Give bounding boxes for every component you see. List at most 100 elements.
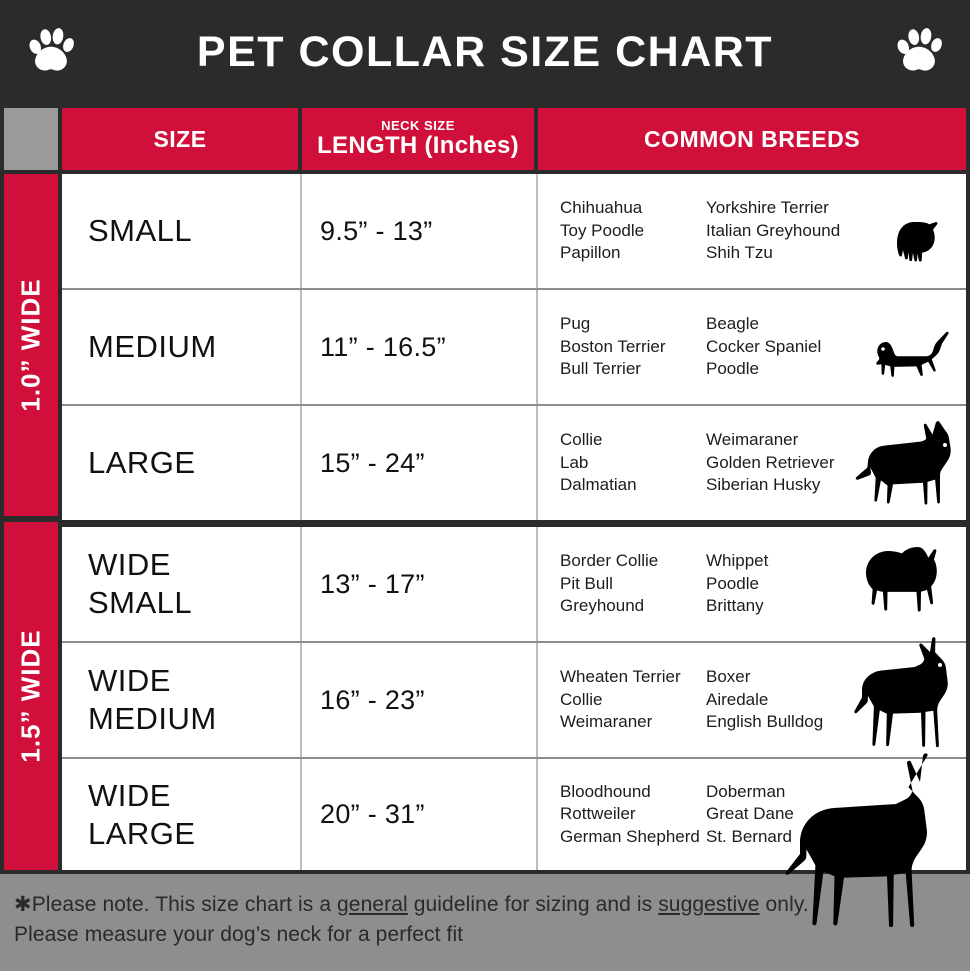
cell-length: 13” - 17” xyxy=(320,568,425,599)
column-divider xyxy=(536,290,538,404)
breed-list-column-1: Pug Boston Terrier Bull Terrier xyxy=(560,313,706,380)
breed-item: Whippet xyxy=(706,551,769,571)
breed-item: Airedale xyxy=(706,689,769,709)
page-title: PET COLLAR SIZE CHART xyxy=(196,27,774,76)
group-divider xyxy=(62,520,966,527)
row-divider xyxy=(62,288,966,290)
breed-item: Chihuahua xyxy=(560,198,643,218)
size-label-line2: MEDIUM xyxy=(88,701,217,736)
table-body: SMALL 9.5” - 13” Chihuahua Toy Poodle Pa… xyxy=(62,174,966,870)
breed-list-column-2: Whippet Poodle Brittany xyxy=(706,550,866,617)
breed-list-column-2: Doberman Great Dane St. Bernard xyxy=(706,781,866,848)
table-row[interactable]: LARGE 15” - 24” Collie Lab Dalmatian Wei… xyxy=(62,406,966,520)
breed-item: Rottweiler xyxy=(560,804,636,824)
cell-breeds: Chihuahua Toy Poodle Papillon Yorkshire … xyxy=(538,174,966,288)
size-label: WIDE xyxy=(88,547,171,583)
breed-item: Cocker Spaniel xyxy=(706,336,822,356)
table-row[interactable]: SMALL 9.5” - 13” Chihuahua Toy Poodle Pa… xyxy=(62,174,966,288)
breed-item: Bull Terrier xyxy=(560,359,641,379)
breed-list-column-1: Wheaten Terrier Collie Weimaraner xyxy=(560,666,706,733)
breed-item: Toy Poodle xyxy=(560,220,645,240)
breed-item: Italian Greyhound xyxy=(706,220,841,240)
footer-note-line-2: Please measure your dog’s neck for a per… xyxy=(14,923,464,947)
size-label: WIDE xyxy=(88,663,171,699)
breed-item: Poodle xyxy=(706,573,759,593)
footer-underline-general: general xyxy=(337,893,408,916)
cell-size: WIDE MEDIUM xyxy=(62,643,300,757)
breed-list-column-2: Beagle Cocker Spaniel Poodle xyxy=(706,313,866,380)
table-header-row: SIZE NECK SIZE LENGTH (Inches) COMMON BR… xyxy=(0,108,970,170)
cell-size: WIDE SMALL xyxy=(62,527,300,641)
breed-item: Bloodhound xyxy=(560,781,651,801)
breed-item: English Bulldog xyxy=(706,712,824,732)
size-label-line2: LARGE xyxy=(88,815,196,851)
group-band-1-0-wide-label: 1.0” WIDE xyxy=(15,278,46,412)
cell-breeds: Wheaten Terrier Collie Weimaraner Boxer … xyxy=(538,643,966,757)
table-row[interactable]: MEDIUM 11” - 16.5” Pug Boston Terrier Bu… xyxy=(62,290,966,404)
breed-item: Weimaraner xyxy=(706,430,799,450)
breed-item: Boston Terrier xyxy=(560,336,666,356)
column-divider xyxy=(300,406,302,520)
column-divider xyxy=(300,527,302,641)
column-divider xyxy=(536,527,538,641)
breed-item: Doberman xyxy=(706,781,786,801)
table-row[interactable]: WIDE LARGE 20” - 31” Bloodhound Rottweil… xyxy=(62,759,966,870)
column-header-length-label: LENGTH (Inches) xyxy=(317,132,519,160)
size-label: LARGE xyxy=(88,445,196,481)
column-divider xyxy=(300,759,302,870)
breed-item: Greyhound xyxy=(560,596,645,616)
breed-item: Pug xyxy=(560,314,591,334)
breed-list-column-2: Yorkshire Terrier Italian Greyhound Shih… xyxy=(706,197,866,264)
breed-item: Pit Bull xyxy=(560,573,613,593)
table-row[interactable]: WIDE MEDIUM 16” - 23” Wheaten Terrier Co… xyxy=(62,637,966,757)
breed-item: German Shepherd xyxy=(560,826,700,846)
column-divider xyxy=(536,643,538,757)
column-header-size: SIZE xyxy=(62,108,298,170)
column-divider xyxy=(300,174,302,288)
breed-item: St. Bernard xyxy=(706,826,792,846)
footer-text-b: guideline for sizing and is xyxy=(407,893,659,916)
cell-length: 20” - 31” xyxy=(320,799,425,829)
size-label: SMALL xyxy=(88,213,193,249)
cell-length: 11” - 16.5” xyxy=(320,331,446,362)
cell-breeds: Collie Lab Dalmatian Weimaraner Golden R… xyxy=(538,406,966,520)
row-divider xyxy=(62,404,966,406)
column-header-size-label: SIZE xyxy=(153,125,207,152)
breed-item: Yorkshire Terrier xyxy=(706,198,829,218)
breed-list-column-1: Bloodhound Rottweiler German Shepherd xyxy=(560,781,706,848)
breed-list-column-1: Chihuahua Toy Poodle Papillon xyxy=(560,197,706,264)
asterisk-icon: ✱ xyxy=(14,893,32,916)
breed-list-column-1: Collie Lab Dalmatian xyxy=(560,429,706,496)
breed-item: Wheaten Terrier xyxy=(560,667,681,687)
cell-length: 15” - 24” xyxy=(320,447,425,478)
size-label: WIDE xyxy=(88,777,171,813)
cell-size: WIDE LARGE xyxy=(62,759,300,870)
row-divider xyxy=(62,757,966,759)
breed-item: Brittany xyxy=(706,596,764,616)
footer-text-c: only. xyxy=(759,893,809,916)
chart-header: PET COLLAR SIZE CHART xyxy=(0,0,970,104)
size-label: MEDIUM xyxy=(88,329,217,365)
cell-breeds: Border Collie Pit Bull Greyhound Whippet… xyxy=(538,527,966,641)
breed-list-column-2: Weimaraner Golden Retriever Siberian Hus… xyxy=(706,429,866,496)
cell-breeds: Bloodhound Rottweiler German Shepherd Do… xyxy=(538,759,966,870)
column-header-length: NECK SIZE LENGTH (Inches) xyxy=(302,108,534,170)
paw-print-icon xyxy=(890,24,948,80)
cell-size: SMALL xyxy=(62,174,300,288)
group-band-1-5-wide: 1.5” WIDE xyxy=(4,522,58,870)
size-table: SIZE NECK SIZE LENGTH (Inches) COMMON BR… xyxy=(0,104,970,874)
column-header-breeds: COMMON BREEDS xyxy=(538,108,966,170)
breed-item: Poodle xyxy=(706,359,759,379)
column-divider xyxy=(300,643,302,757)
breed-item: Border Collie xyxy=(560,551,659,571)
breed-item: Great Dane xyxy=(706,804,794,824)
breed-item: Siberian Husky xyxy=(706,475,821,495)
row-divider xyxy=(62,641,966,643)
footer-underline-suggestive: suggestive xyxy=(658,893,760,916)
breed-item: Beagle xyxy=(706,314,759,334)
column-header-breeds-label: COMMON BREEDS xyxy=(643,125,861,152)
column-header-length-sublabel: NECK SIZE xyxy=(381,118,455,134)
paw-print-icon xyxy=(22,24,80,80)
table-row[interactable]: WIDE SMALL 13” - 17” Border Collie Pit B… xyxy=(62,527,966,641)
